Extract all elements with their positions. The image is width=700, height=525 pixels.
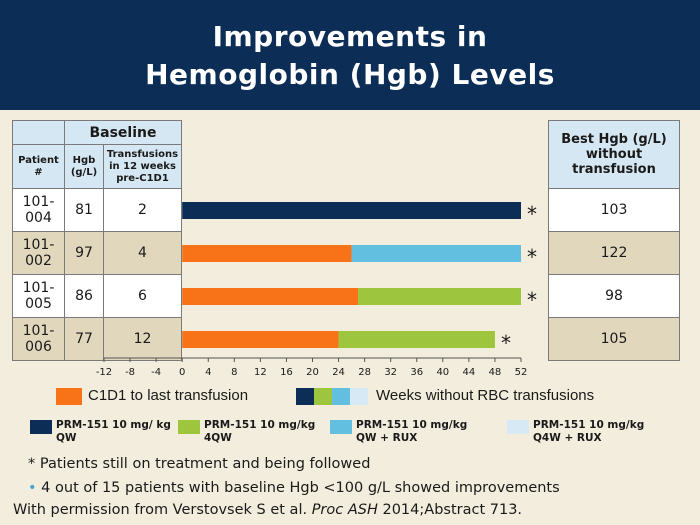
hgb-value: 81 (64, 188, 104, 232)
table-row: 105 (548, 317, 680, 361)
x-tick-label: 24 (332, 367, 345, 378)
transfusions-value: 4 (103, 231, 182, 275)
table-row: 122 (548, 231, 680, 275)
transfusions-col-header: Transfusions in 12 weeks pre-C1D1 (103, 144, 182, 189)
x-tick-label: 0 (179, 367, 185, 378)
table-row: 98 (548, 274, 680, 318)
legend-swatch-c1d1 (56, 388, 82, 405)
page-title-line1: Improvements in (212, 20, 488, 53)
x-tick-label: 28 (358, 367, 371, 378)
best-hgb-value: 103 (548, 188, 680, 232)
legend-label-q4w-rux: PRM-151 10 mg/kg Q4W + RUX (533, 419, 645, 444)
patient-id: 101-005 (12, 274, 65, 318)
x-tick-label: 32 (384, 367, 397, 378)
x-tick-label: -4 (151, 367, 161, 378)
citation: With permission from Verstovsek S et al.… (13, 502, 522, 518)
table-row: 101-006 77 12 (12, 317, 182, 361)
legend-swatch-weeks-4qw (314, 388, 332, 405)
bar-segment (182, 245, 352, 262)
page-title-line2: Hemoglobin (Hgb) Levels (145, 58, 555, 91)
x-tick-label: -8 (125, 367, 135, 378)
x-tick-label: 12 (254, 367, 267, 378)
patient-id: 101-006 (12, 317, 65, 361)
legend-primary: C1D1 to last transfusion Weeks without R… (0, 386, 700, 408)
legend-swatch-qw-rux (330, 420, 352, 434)
best-hgb-table: Best Hgb (g/L) without transfusion 103 1… (548, 120, 680, 361)
legend-swatch-weeks-qw-rux (332, 388, 350, 405)
x-tick-label: 44 (463, 367, 476, 378)
best-hgb-value: 98 (548, 274, 680, 318)
hgb-value: 86 (64, 274, 104, 318)
citation-suffix: 2014;Abstract 713. (377, 502, 523, 518)
ongoing-marker: * (527, 288, 537, 312)
legend-dose: PRM-151 10 mg/ kg QW PRM-151 10 mg/kg 4Q… (0, 418, 700, 448)
bullet-note: 4 out of 15 patients with baseline Hgb <… (41, 480, 560, 496)
citation-journal: Proc ASH (311, 502, 378, 518)
bullet-icon: • (28, 480, 37, 496)
title-banner: Improvements in Hemoglobin (Hgb) Levels (0, 0, 700, 110)
best-hgb-value: 122 (548, 231, 680, 275)
legend-swatch-qw (30, 420, 52, 434)
hgb-value: 77 (64, 317, 104, 361)
baseline-header: Baseline (64, 120, 182, 145)
x-tick-label: 52 (515, 367, 528, 378)
transfusions-value: 2 (103, 188, 182, 232)
legend-swatch-weeks-q4w-rux (350, 388, 368, 405)
ongoing-marker: * (527, 202, 537, 226)
legend-label-qw: PRM-151 10 mg/ kg QW (56, 419, 171, 444)
patient-id: 101-004 (12, 188, 65, 232)
transfusions-value: 12 (103, 317, 182, 361)
ongoing-marker: * (527, 245, 537, 269)
ongoing-marker: * (501, 331, 511, 355)
best-hgb-value: 105 (548, 317, 680, 361)
legend-label-qw-rux: PRM-151 10 mg/kg QW + RUX (356, 419, 468, 444)
baseline-table: Baseline Patient # Hgb (g/L) Transfusion… (12, 120, 182, 361)
x-tick-label: 48 (489, 367, 502, 378)
bar-segment (351, 245, 521, 262)
table-row: 103 (548, 188, 680, 232)
transfusions-value: 6 (103, 274, 182, 318)
table-row: 101-005 86 6 (12, 274, 182, 318)
bar-segment (182, 288, 359, 305)
hgb-col-header: Hgb (g/L) (64, 144, 104, 189)
legend-swatch-q4w-rux (507, 420, 529, 434)
table-row: 101-004 81 2 (12, 188, 182, 232)
legend-swatch-4qw (178, 420, 200, 434)
hgb-value: 97 (64, 231, 104, 275)
bar-segment (182, 202, 521, 219)
citation-prefix: With permission from Verstovsek S et al. (13, 502, 312, 518)
bar-segment (358, 288, 521, 305)
legend-label-c1d1: C1D1 to last transfusion (88, 387, 249, 404)
x-tick-label: -12 (96, 367, 112, 378)
table-row: 101-002 97 4 (12, 231, 182, 275)
bullet-note-line: • 4 out of 15 patients with baseline Hgb… (28, 480, 560, 496)
x-tick-label: 20 (306, 367, 319, 378)
x-tick-label: 8 (231, 367, 237, 378)
legend-swatch-weeks-qw (296, 388, 314, 405)
asterisk-note: * Patients still on treatment and being … (28, 456, 371, 472)
x-tick-label: 40 (436, 367, 449, 378)
best-hgb-header: Best Hgb (g/L) without transfusion (548, 120, 680, 189)
legend-label-4qw: PRM-151 10 mg/kg 4QW (204, 419, 316, 444)
bar-segment (182, 331, 339, 348)
x-tick-label: 36 (410, 367, 423, 378)
patient-id: 101-002 (12, 231, 65, 275)
bar-segment (338, 331, 495, 348)
x-tick-label: 16 (280, 367, 293, 378)
x-tick-label: 4 (205, 367, 211, 378)
legend-label-weeks: Weeks without RBC transfusions (376, 387, 595, 404)
